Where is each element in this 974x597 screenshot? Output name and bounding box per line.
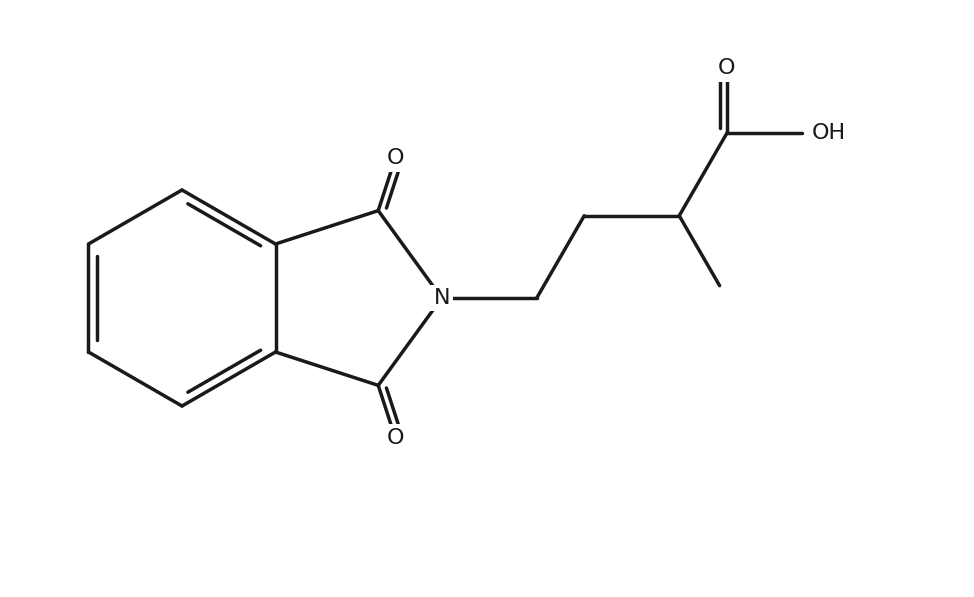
Text: O: O (387, 427, 404, 448)
Text: O: O (387, 148, 404, 168)
Text: N: N (433, 288, 450, 308)
Text: O: O (718, 59, 735, 78)
Text: OH: OH (811, 124, 845, 143)
